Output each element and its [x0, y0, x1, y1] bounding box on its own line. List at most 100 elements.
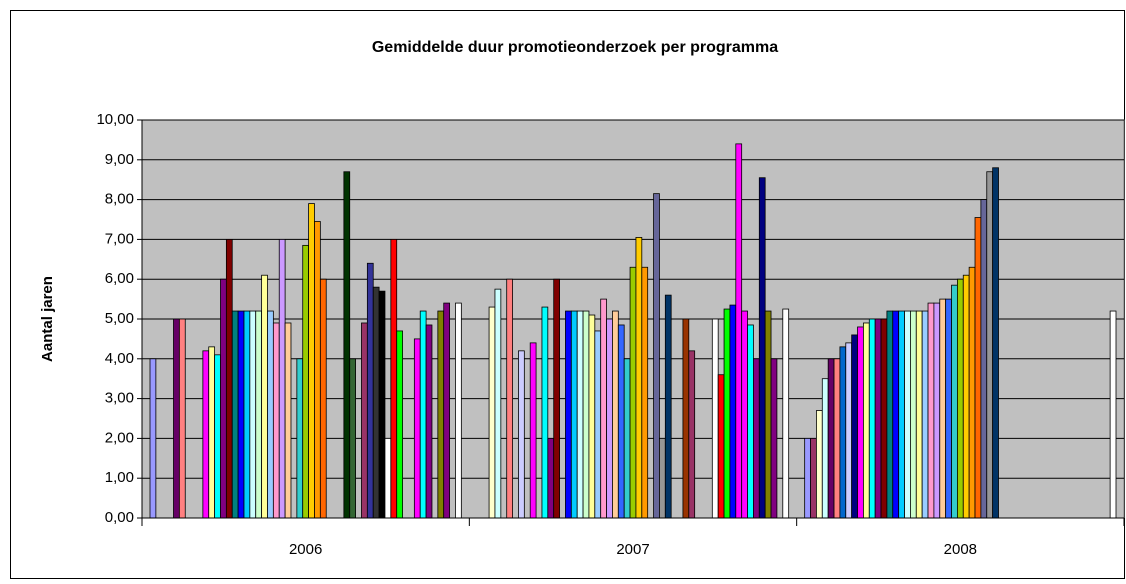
bar — [688, 350, 696, 519]
y-tick-label: 0,00 — [105, 509, 134, 526]
bar — [682, 318, 690, 519]
bar — [804, 437, 811, 519]
bar — [284, 322, 292, 519]
bar — [758, 177, 766, 519]
bar — [378, 290, 386, 519]
bar — [711, 318, 719, 519]
bar — [851, 334, 858, 519]
bar — [939, 298, 947, 519]
bar — [178, 318, 186, 519]
bar — [927, 302, 935, 519]
bar — [717, 374, 725, 519]
bar — [992, 167, 999, 519]
x-tick-label: 2006 — [289, 541, 322, 558]
bar — [231, 310, 239, 519]
bar — [565, 310, 572, 519]
bar — [845, 342, 853, 519]
bar — [506, 278, 513, 519]
bar — [494, 288, 502, 519]
bar — [915, 310, 923, 519]
bar — [149, 358, 157, 519]
bar — [488, 306, 496, 519]
bar — [366, 262, 374, 519]
bar — [437, 310, 445, 519]
bar — [372, 286, 380, 519]
bar — [735, 143, 743, 519]
bar — [910, 310, 917, 519]
bar — [968, 266, 976, 519]
bar — [390, 238, 398, 519]
bar — [816, 410, 823, 519]
bar — [741, 310, 748, 519]
bar — [863, 322, 870, 519]
bar — [208, 346, 216, 519]
bar — [220, 278, 227, 519]
bar — [547, 437, 555, 519]
bar — [384, 437, 392, 519]
bar — [747, 324, 754, 519]
x-tick-label: 2007 — [616, 541, 649, 558]
bar — [764, 310, 772, 519]
bar — [541, 306, 549, 519]
bar — [419, 310, 427, 519]
bar — [770, 358, 778, 519]
bar — [314, 221, 321, 519]
bar — [600, 298, 607, 519]
bar — [753, 358, 760, 519]
y-tick-label: 8,00 — [105, 191, 134, 208]
bar — [1109, 310, 1117, 519]
bar — [904, 310, 911, 519]
bar — [349, 358, 356, 519]
bar — [962, 274, 970, 519]
bar — [951, 284, 958, 519]
y-tick-label: 5,00 — [105, 310, 134, 327]
bar — [278, 238, 286, 519]
bar — [898, 310, 905, 519]
bar — [612, 310, 619, 519]
y-tick-label: 6,00 — [105, 270, 134, 287]
bar — [606, 318, 613, 519]
y-tick-label: 9,00 — [105, 151, 134, 168]
bar — [723, 308, 731, 519]
bar — [319, 278, 327, 519]
bar — [243, 310, 251, 519]
bar — [974, 217, 982, 519]
bar — [396, 330, 403, 519]
bar — [214, 354, 221, 519]
bar — [827, 358, 835, 519]
bar — [518, 350, 525, 519]
bar — [237, 310, 245, 519]
bar — [659, 437, 666, 519]
bar — [249, 310, 257, 519]
y-tick-label: 10,00 — [96, 111, 134, 128]
bar — [629, 266, 637, 519]
bar — [857, 326, 864, 519]
bar — [921, 310, 929, 519]
bar — [729, 304, 737, 519]
bar — [868, 318, 876, 519]
bar — [588, 314, 596, 519]
bar — [272, 322, 280, 519]
bar — [956, 278, 964, 519]
bar — [986, 171, 994, 519]
bar — [413, 338, 421, 519]
bar — [617, 324, 625, 519]
bar — [255, 310, 263, 519]
bar — [529, 342, 537, 519]
bar — [302, 244, 310, 519]
bar — [821, 378, 829, 519]
y-tick-label: 7,00 — [105, 230, 134, 247]
bar — [425, 324, 433, 519]
bar — [576, 310, 584, 519]
bar — [980, 199, 988, 519]
bar — [582, 310, 590, 519]
y-tick-label: 3,00 — [105, 390, 134, 407]
bar — [635, 237, 643, 519]
y-axis-label: Aantal jaren — [39, 276, 56, 362]
bar — [296, 358, 304, 519]
bar — [653, 193, 660, 519]
bar — [892, 310, 900, 519]
bar — [308, 203, 315, 519]
